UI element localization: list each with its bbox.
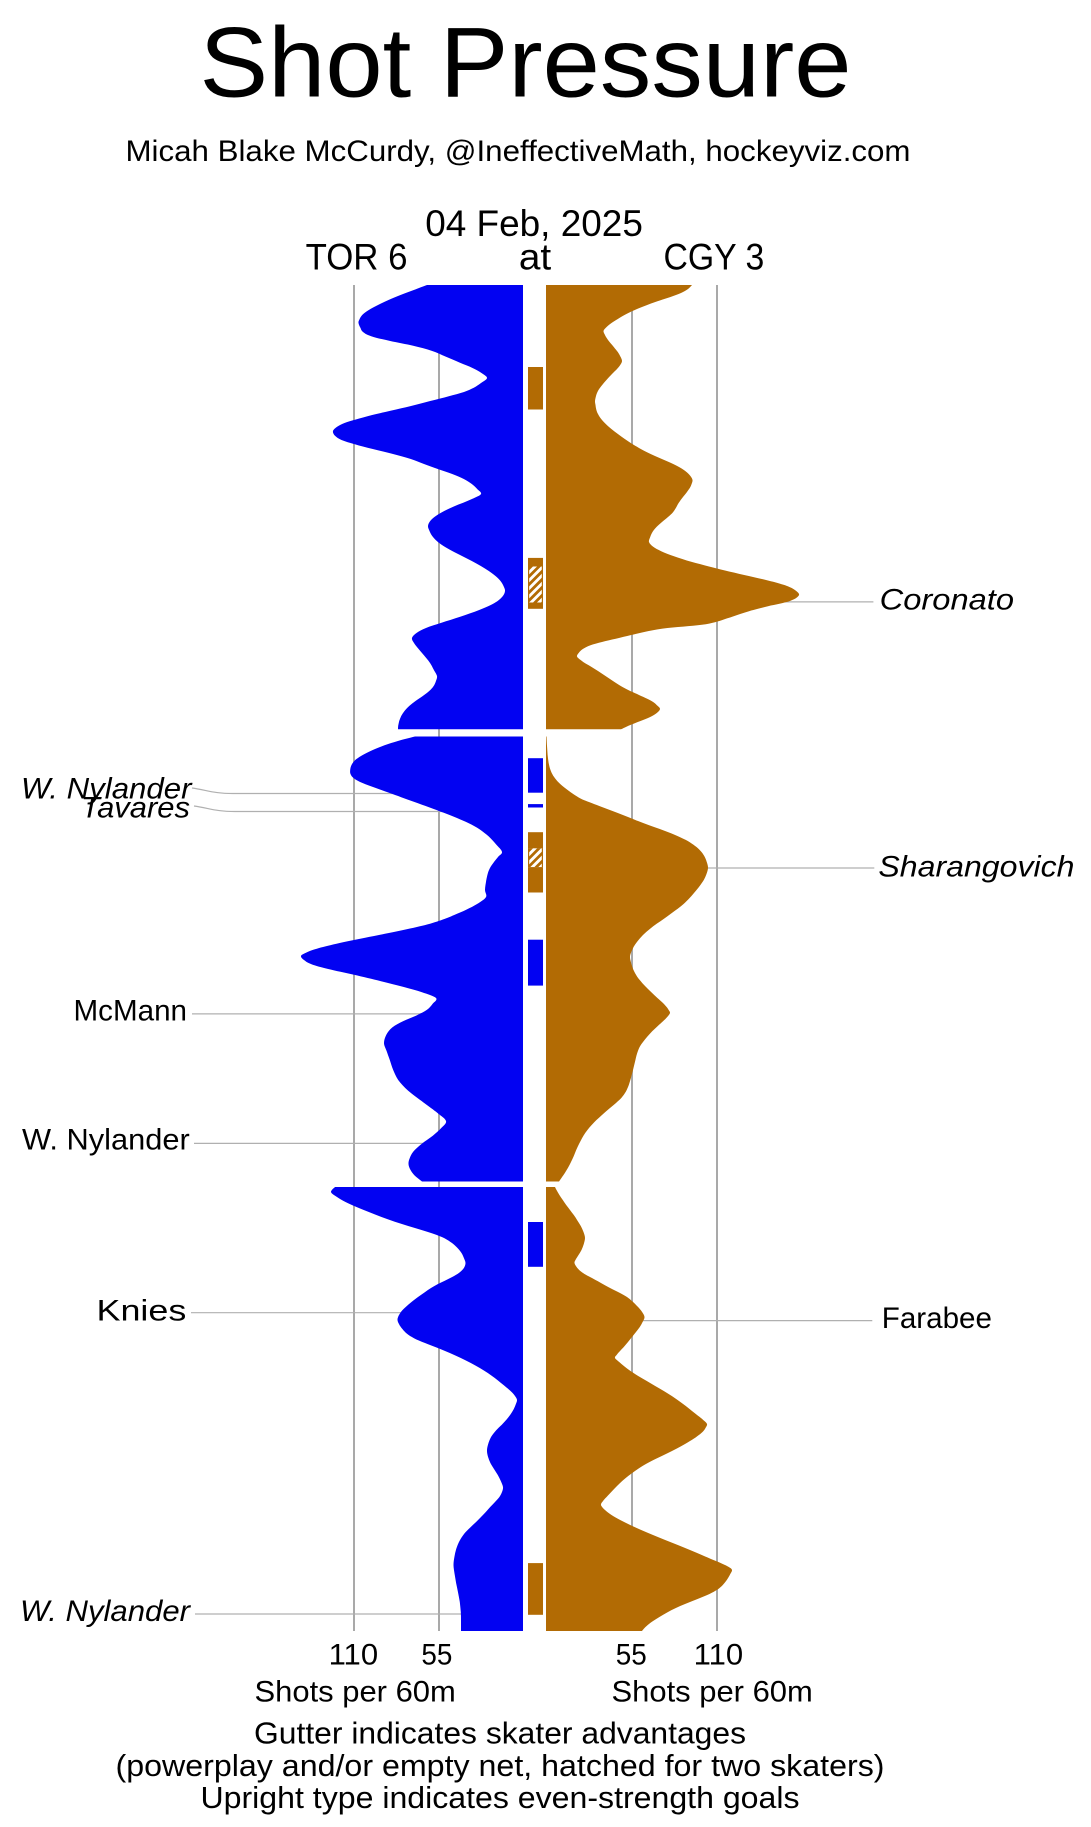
svg-text:Shots per 60m: Shots per 60m	[255, 1676, 456, 1709]
svg-text:W. Nylander: W. Nylander	[22, 1124, 190, 1157]
svg-text:W. Nylander: W. Nylander	[20, 1595, 191, 1628]
svg-text:Knies: Knies	[97, 1294, 187, 1327]
svg-text:110: 110	[329, 1639, 379, 1672]
svg-text:Shot Pressure: Shot Pressure	[200, 7, 852, 118]
svg-text:Shots per 60m: Shots per 60m	[612, 1676, 813, 1709]
svg-text:at: at	[519, 237, 552, 278]
svg-text:Tavares: Tavares	[81, 792, 190, 825]
svg-text:55: 55	[421, 1639, 452, 1672]
svg-text:TOR 6: TOR 6	[306, 237, 408, 278]
svg-text:Gutter indicates skater advant: Gutter indicates skater advantages	[254, 1716, 746, 1751]
svg-text:110: 110	[694, 1639, 744, 1672]
svg-text:Farabee: Farabee	[882, 1302, 992, 1335]
svg-text:McMann: McMann	[74, 995, 188, 1028]
svg-text:CGY 3: CGY 3	[664, 237, 765, 278]
svg-text:55: 55	[616, 1639, 647, 1672]
svg-text:Upright type indicates even-st: Upright type indicates even-strength goa…	[201, 1780, 800, 1815]
svg-text:(powerplay and/or empty net, h: (powerplay and/or empty net, hatched for…	[116, 1748, 885, 1783]
svg-text:W. Nylander: W. Nylander	[21, 773, 193, 806]
svg-text:Sharangovich: Sharangovich	[878, 851, 1074, 884]
svg-text:Coronato: Coronato	[880, 584, 1014, 617]
svg-text:04 Feb, 2025: 04 Feb, 2025	[425, 203, 643, 244]
svg-text:Micah Blake McCurdy, @Ineffect: Micah Blake McCurdy, @IneffectiveMath, h…	[126, 135, 911, 168]
